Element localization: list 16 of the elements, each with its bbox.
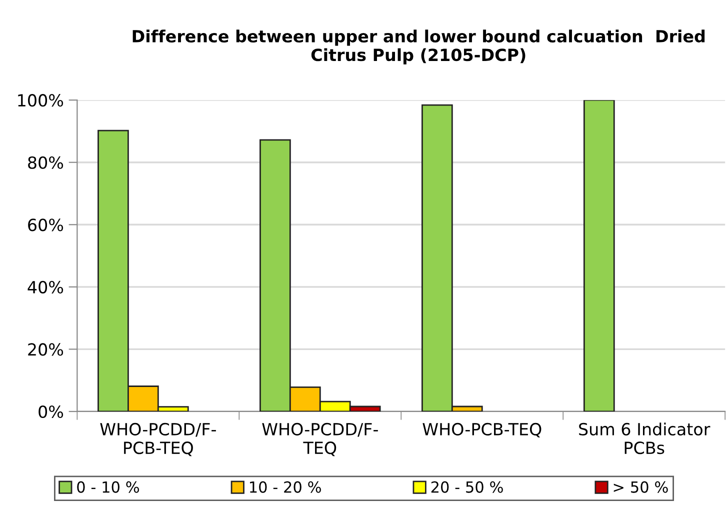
legend-label: 20 - 50 %	[431, 481, 503, 493]
y-tick-label: 80%	[28, 156, 64, 169]
bar	[583, 100, 615, 412]
x-tick-label: Sum 6 Indicator PCBs	[579, 422, 710, 454]
x-tick-label: WHO-PCDD/F- TEQ	[262, 422, 378, 456]
legend-label: 10 - 20 %	[250, 481, 321, 493]
x-tick-label: WHO-PCDD/F- PCB-TEQ	[100, 422, 216, 456]
y-tick-label: 100%	[18, 94, 64, 107]
legend-label: 0 - 10 %	[77, 481, 140, 493]
chart-title: Difference between upper and lower bound calcuation Dried Citrus Pulp (2105-DCP)	[132, 30, 705, 64]
y-tick-label: 20%	[28, 343, 64, 356]
legend-label: > 50 %	[614, 481, 668, 493]
y-tick-label: 40%	[28, 280, 64, 294]
x-tick-label: WHO-PCB-TEQ	[422, 422, 542, 438]
y-tick-label: 60%	[28, 218, 64, 232]
y-tick-label: 0%	[38, 405, 64, 418]
